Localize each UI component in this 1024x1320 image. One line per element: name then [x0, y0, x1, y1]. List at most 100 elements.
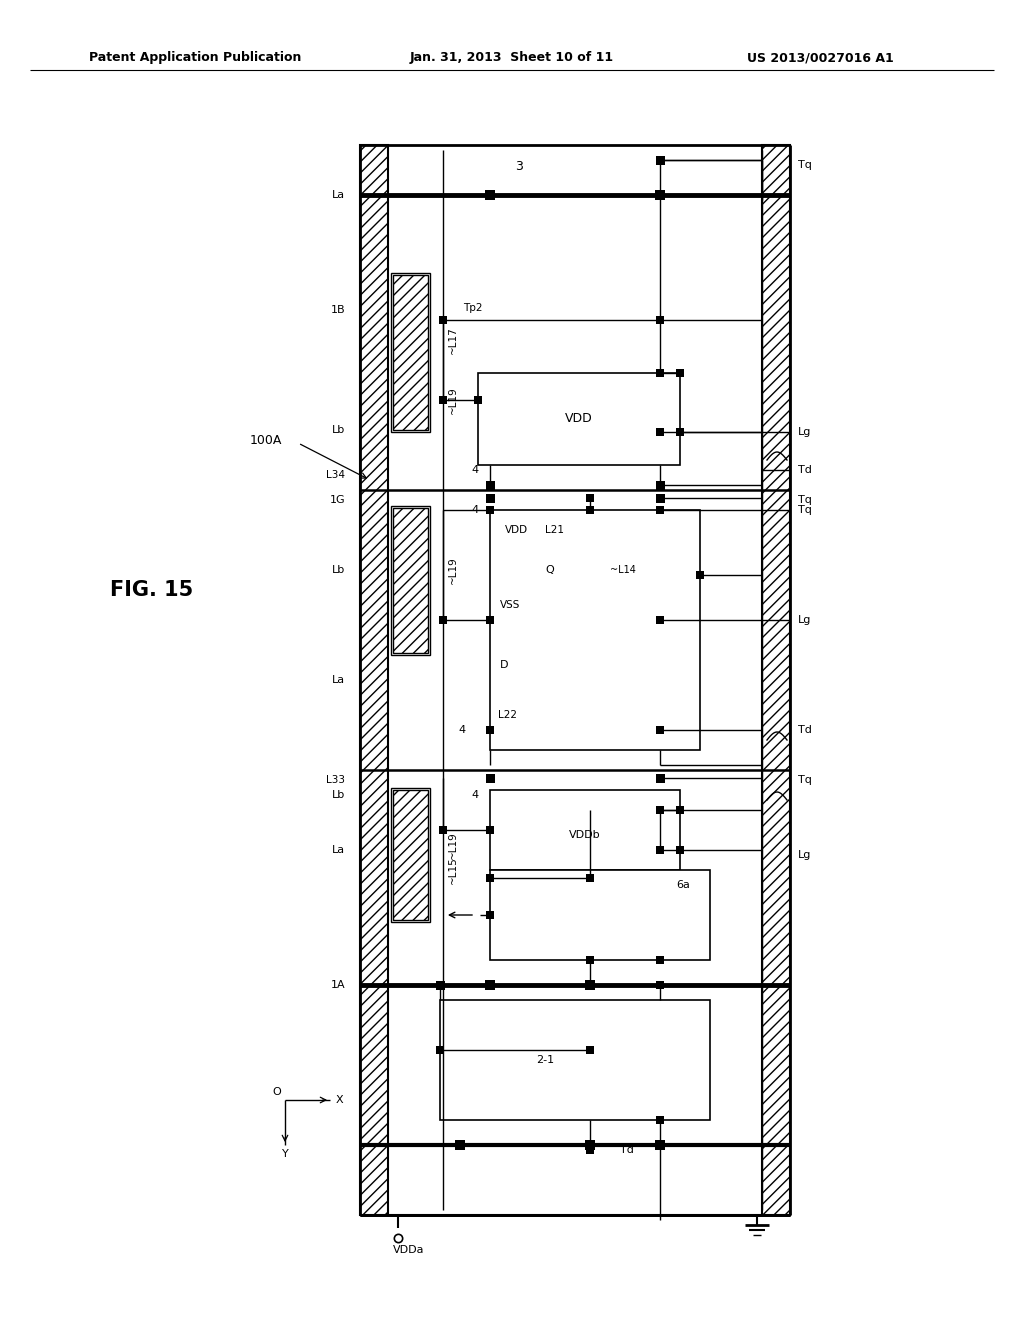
Text: VSS: VSS	[500, 601, 520, 610]
Bar	[393, 508, 428, 653]
Text: 4: 4	[459, 725, 466, 735]
Text: Q: Q	[545, 565, 554, 576]
Text: ~L15: ~L15	[449, 857, 458, 884]
Text: 100A: 100A	[250, 433, 283, 446]
Text: Tq: Tq	[798, 775, 812, 785]
Bar	[486, 616, 494, 624]
Bar	[439, 616, 447, 624]
Bar	[586, 956, 594, 964]
Bar	[655, 480, 665, 490]
Bar	[676, 370, 684, 378]
Bar	[486, 874, 494, 882]
Text: X: X	[335, 1096, 343, 1105]
Text: L33: L33	[326, 775, 345, 785]
Text: FIG. 15: FIG. 15	[111, 579, 194, 601]
Bar	[485, 494, 495, 503]
Text: L34: L34	[326, 470, 345, 480]
Bar	[656, 981, 664, 989]
Bar	[656, 846, 664, 854]
Text: Tq: Tq	[798, 160, 812, 170]
Bar	[490, 510, 700, 750]
Bar	[676, 846, 684, 854]
Text: Td: Td	[798, 725, 812, 735]
Bar	[585, 1140, 595, 1150]
Text: 3: 3	[515, 161, 523, 173]
Bar	[439, 315, 447, 323]
Text: L22: L22	[498, 710, 517, 719]
Text: Y: Y	[282, 1148, 289, 1159]
Text: Tq: Tq	[798, 506, 812, 515]
Bar	[391, 506, 430, 655]
Text: 4: 4	[471, 465, 478, 475]
Bar	[393, 275, 428, 430]
Text: ~L17: ~L17	[449, 326, 458, 354]
Bar	[656, 315, 664, 323]
Text: ~L19: ~L19	[449, 832, 458, 859]
Bar	[656, 1115, 664, 1125]
Text: VDDb: VDDb	[569, 830, 601, 840]
Bar	[490, 870, 710, 960]
Bar	[360, 145, 388, 1214]
Bar	[439, 396, 447, 404]
Text: Lg: Lg	[798, 850, 811, 861]
Bar	[391, 273, 430, 432]
Bar	[393, 789, 428, 920]
Bar	[586, 1146, 594, 1154]
Bar	[485, 774, 495, 783]
Text: VDDa: VDDa	[393, 1245, 425, 1255]
Bar	[455, 1140, 465, 1150]
Bar	[486, 826, 494, 834]
Bar	[440, 1001, 710, 1119]
Bar	[486, 726, 494, 734]
Text: 4: 4	[471, 506, 478, 515]
Bar	[656, 506, 664, 513]
Text: Jan. 31, 2013  Sheet 10 of 11: Jan. 31, 2013 Sheet 10 of 11	[410, 51, 614, 65]
Text: Tq: Tq	[798, 495, 812, 506]
Text: 1G: 1G	[330, 495, 345, 506]
Bar	[439, 826, 447, 834]
Text: ~L19: ~L19	[449, 556, 458, 583]
Bar	[474, 396, 482, 404]
Bar	[696, 572, 705, 579]
Text: VDD: VDD	[505, 525, 528, 535]
Bar	[485, 190, 495, 201]
Bar	[656, 370, 664, 378]
Text: 4: 4	[471, 789, 478, 800]
Bar	[486, 911, 494, 919]
Bar	[586, 874, 594, 882]
Text: Tp2: Tp2	[463, 304, 482, 313]
Text: La: La	[332, 845, 345, 855]
Bar	[655, 494, 665, 503]
Text: Td: Td	[620, 1144, 634, 1155]
Bar	[485, 480, 495, 490]
Bar	[656, 616, 664, 624]
Bar	[391, 788, 430, 921]
Text: US 2013/0027016 A1: US 2013/0027016 A1	[746, 51, 893, 65]
Text: Td: Td	[798, 465, 812, 475]
Bar	[485, 979, 495, 990]
Text: La: La	[332, 675, 345, 685]
Bar	[655, 190, 665, 201]
Bar	[655, 156, 665, 165]
Bar	[435, 981, 444, 990]
Bar	[478, 374, 680, 465]
Text: D: D	[500, 660, 509, 671]
Text: ~L19: ~L19	[449, 387, 458, 414]
Text: Lb: Lb	[332, 425, 345, 436]
Bar	[676, 807, 684, 814]
Bar	[490, 789, 680, 870]
Bar	[676, 428, 684, 436]
Bar	[486, 506, 494, 513]
Text: Lb: Lb	[332, 565, 345, 576]
Bar	[586, 1045, 594, 1053]
Text: 1B: 1B	[331, 305, 345, 315]
Bar	[585, 979, 595, 990]
Text: 1A: 1A	[331, 979, 345, 990]
Text: 2-1: 2-1	[536, 1055, 554, 1065]
Text: O: O	[272, 1086, 282, 1097]
Text: Lg: Lg	[798, 426, 811, 437]
Text: L21: L21	[545, 525, 564, 535]
Bar	[586, 494, 594, 502]
Bar	[436, 1045, 444, 1053]
Bar	[656, 428, 664, 436]
